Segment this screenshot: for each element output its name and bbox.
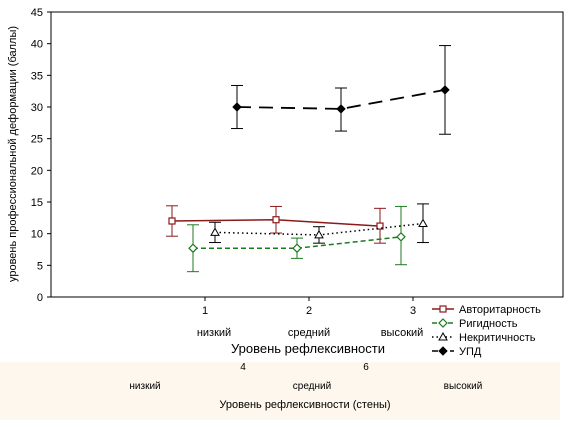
marker-filled-diamond	[336, 104, 346, 114]
y-tick-label: 10	[31, 229, 43, 241]
y-axis-title: уровень профессиональной деформации (бал…	[7, 26, 19, 282]
plot-border	[50, 11, 564, 298]
series-1	[166, 205, 386, 244]
marker-diamond	[396, 231, 406, 242]
marker-square	[376, 222, 384, 230]
y-tick-label: 40	[31, 39, 43, 51]
y-tick-label: 25	[31, 134, 43, 146]
faint-tick-label-4: 4	[240, 362, 246, 373]
x-tick-label: 2	[306, 305, 312, 317]
marker-diamond	[188, 243, 198, 254]
marker-triangle	[314, 229, 324, 239]
x-axis: 1 2 3 низкий средний высокий	[197, 297, 423, 339]
faint-category-low: низкий	[129, 381, 160, 392]
marker-triangle	[418, 218, 428, 228]
y-tick-label: 5	[37, 260, 43, 272]
legend-label: Ригидность	[459, 318, 518, 330]
x-tick-label: 1	[202, 305, 208, 317]
marker-filled-diamond	[232, 102, 242, 112]
x-tick-label: 3	[410, 305, 416, 317]
series-3	[209, 203, 429, 244]
marker-triangle	[210, 227, 220, 236]
legend-label: УПД	[459, 346, 482, 358]
marker-diamond	[438, 318, 448, 328]
series-line	[236, 89, 446, 110]
y-tick-label: 45	[31, 7, 43, 19]
y-tick-label: 0	[37, 292, 43, 304]
series-4	[231, 45, 451, 135]
legend: Авторитарность Ригидность Некритичность УПД	[432, 304, 541, 358]
series-layer	[166, 45, 451, 273]
legend-label: Авторитарность	[459, 304, 541, 316]
faint-category-high: высокий	[444, 381, 483, 392]
series-2	[187, 205, 407, 273]
marker-filled-diamond	[438, 346, 448, 356]
marker-diamond	[292, 243, 302, 254]
x-category-label: низкий	[197, 327, 231, 339]
y-tick-label: 15	[31, 197, 43, 209]
marker-filled-diamond	[440, 85, 450, 95]
marker-square	[272, 216, 280, 224]
faint-tick-label-6: 6	[363, 362, 369, 373]
x-category-label: высокий	[381, 327, 424, 339]
faint-axis-title: Уровень рефлексивности (стены)	[219, 399, 390, 411]
y-tick-label: 30	[31, 102, 43, 114]
y-axis: 0 5 10 15 20 25 30 35 40 45	[31, 7, 51, 304]
x-axis-title: Уровень рефлексивности	[231, 341, 385, 356]
y-tick-label: 20	[31, 165, 43, 177]
plot-area	[50, 11, 564, 298]
marker-square	[439, 305, 447, 313]
marker-triangle	[438, 331, 448, 341]
faint-category-mid: средний	[293, 381, 331, 392]
x-category-label: средний	[288, 327, 330, 339]
marker-square	[168, 217, 176, 225]
faint-axis-band	[0, 362, 560, 420]
y-tick-label: 35	[31, 70, 43, 82]
legend-label: Некритичность	[459, 332, 536, 344]
